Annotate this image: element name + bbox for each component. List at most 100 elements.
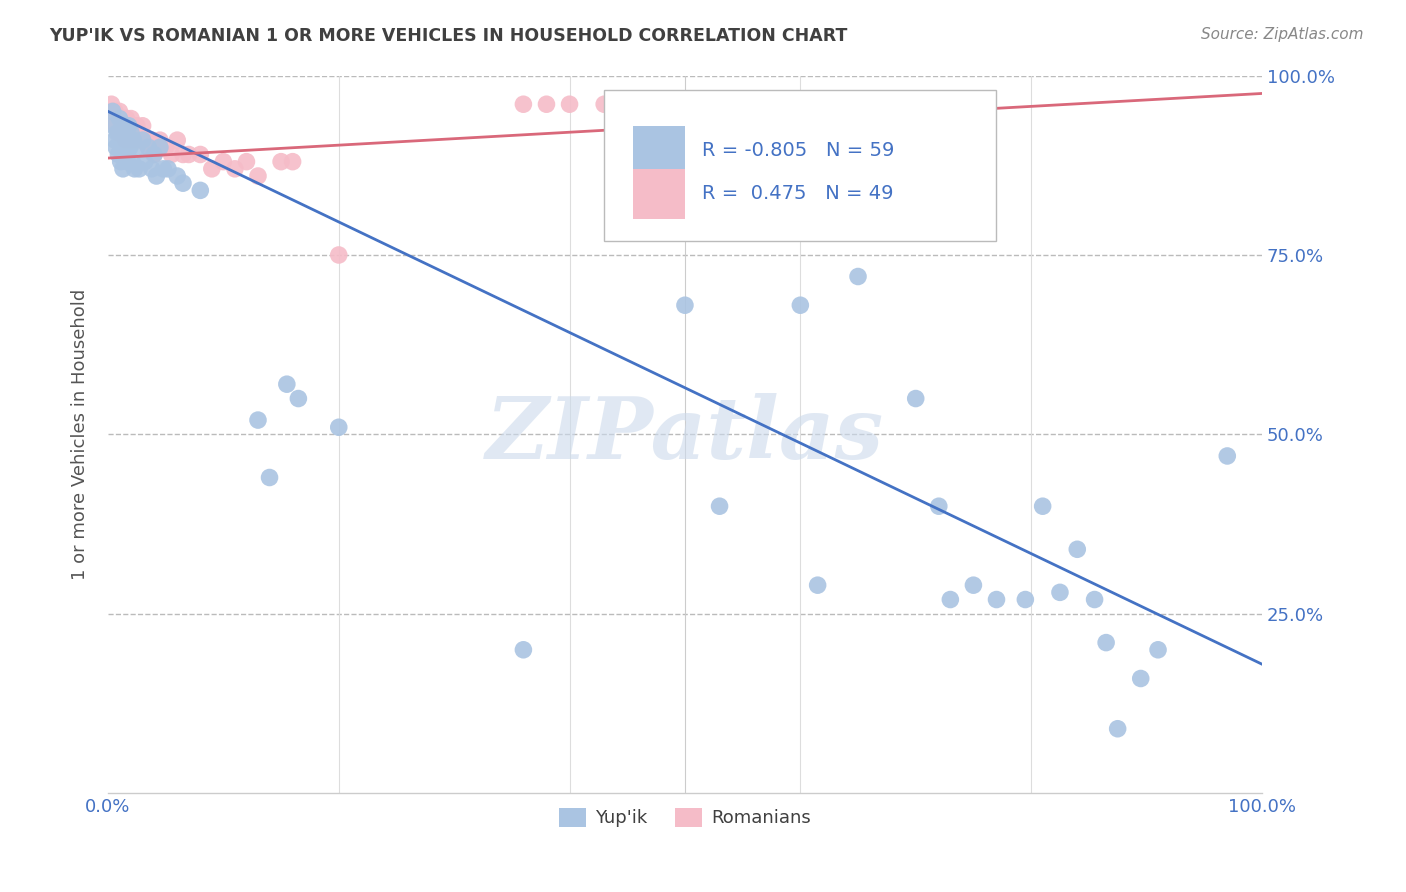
Point xyxy=(627,97,650,112)
Point xyxy=(105,126,128,140)
Point xyxy=(928,500,950,514)
Text: YUP'IK VS ROMANIAN 1 OR MORE VEHICLES IN HOUSEHOLD CORRELATION CHART: YUP'IK VS ROMANIAN 1 OR MORE VEHICLES IN… xyxy=(49,27,848,45)
Point xyxy=(1032,500,1054,514)
Point xyxy=(328,420,350,434)
Point xyxy=(103,112,125,126)
Point xyxy=(1095,635,1118,649)
Point xyxy=(117,126,139,140)
Point xyxy=(1066,542,1088,557)
Point xyxy=(131,133,153,147)
Point xyxy=(846,269,869,284)
Point xyxy=(100,97,122,112)
Point xyxy=(807,578,830,592)
Point xyxy=(156,161,179,176)
Point xyxy=(188,147,211,161)
Point xyxy=(166,169,188,183)
Point xyxy=(149,133,172,147)
Point xyxy=(118,119,141,133)
Point xyxy=(904,392,927,406)
Point xyxy=(111,126,134,140)
Point xyxy=(121,154,143,169)
Point xyxy=(328,248,350,262)
Text: R =  0.475   N = 49: R = 0.475 N = 49 xyxy=(702,185,894,203)
Point xyxy=(138,140,160,154)
Point xyxy=(120,112,142,126)
Text: Source: ZipAtlas.com: Source: ZipAtlas.com xyxy=(1201,27,1364,42)
Point xyxy=(124,161,146,176)
Point xyxy=(107,147,129,161)
Point xyxy=(160,147,183,161)
Point xyxy=(114,133,136,147)
Point xyxy=(145,169,167,183)
FancyBboxPatch shape xyxy=(633,169,685,219)
Text: R = -0.805   N = 59: R = -0.805 N = 59 xyxy=(702,142,894,161)
Point xyxy=(131,119,153,133)
Point xyxy=(112,119,135,133)
Point xyxy=(235,154,257,169)
Point xyxy=(939,592,962,607)
Point xyxy=(141,161,163,176)
Point xyxy=(789,298,811,312)
Point xyxy=(1084,592,1107,607)
Point xyxy=(276,377,298,392)
Point xyxy=(152,161,174,176)
Point xyxy=(134,133,156,147)
Point xyxy=(1049,585,1071,599)
Point xyxy=(201,161,224,176)
Point xyxy=(986,592,1008,607)
Point xyxy=(1129,672,1152,686)
Point xyxy=(125,140,148,154)
Point xyxy=(124,133,146,147)
Point xyxy=(134,154,156,169)
Point xyxy=(114,147,136,161)
Point xyxy=(558,97,581,112)
Point xyxy=(673,97,696,112)
Point xyxy=(593,97,616,112)
Point xyxy=(709,500,731,514)
Point xyxy=(104,133,127,147)
Point xyxy=(128,133,150,147)
Y-axis label: 1 or more Vehicles in Household: 1 or more Vehicles in Household xyxy=(72,289,89,580)
FancyBboxPatch shape xyxy=(605,90,997,241)
Point xyxy=(111,112,134,126)
Point xyxy=(143,147,166,161)
Point xyxy=(270,154,292,169)
Point xyxy=(118,119,141,133)
Point xyxy=(246,413,269,427)
Point xyxy=(125,119,148,133)
Point xyxy=(281,154,304,169)
Point xyxy=(111,161,134,176)
Point xyxy=(141,133,163,147)
Point xyxy=(246,169,269,183)
Point xyxy=(512,97,534,112)
Point xyxy=(115,112,138,126)
Point xyxy=(128,161,150,176)
Point xyxy=(105,140,128,154)
Point xyxy=(149,140,172,154)
Point xyxy=(1147,642,1170,657)
Point xyxy=(108,104,131,119)
Point xyxy=(512,642,534,657)
Point xyxy=(172,147,194,161)
Point xyxy=(110,119,132,133)
Text: ZIPatlas: ZIPatlas xyxy=(486,392,884,476)
Point xyxy=(115,133,138,147)
Point xyxy=(110,154,132,169)
Point xyxy=(105,119,128,133)
Point xyxy=(287,392,309,406)
Point xyxy=(138,140,160,154)
Point xyxy=(177,147,200,161)
Point xyxy=(101,104,124,119)
Point xyxy=(117,154,139,169)
Point xyxy=(166,133,188,147)
Point xyxy=(1216,449,1239,463)
Point xyxy=(121,126,143,140)
Point xyxy=(105,112,128,126)
Point xyxy=(122,133,145,147)
Point xyxy=(118,133,141,147)
Point xyxy=(212,154,235,169)
FancyBboxPatch shape xyxy=(633,126,685,176)
Point xyxy=(118,140,141,154)
Point xyxy=(143,147,166,161)
Point xyxy=(536,97,558,112)
